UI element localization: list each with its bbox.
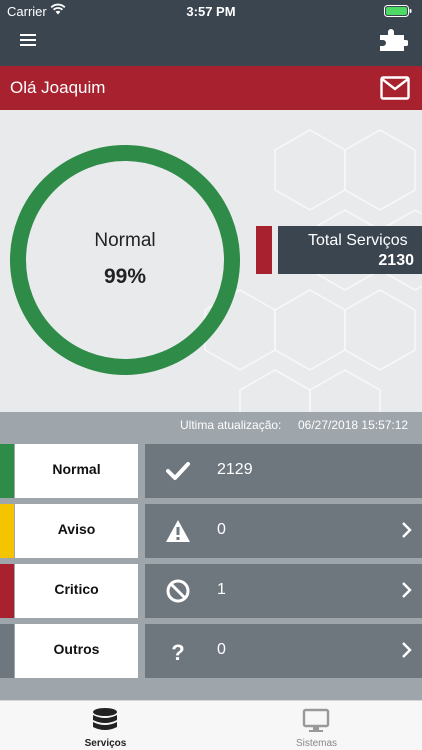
status-data: 0 <box>145 504 422 558</box>
chevron-right-icon <box>402 582 412 598</box>
status-label: Critico <box>54 581 99 597</box>
hamburger-icon[interactable] <box>18 31 38 51</box>
status-count: 0 <box>217 521 226 538</box>
status-label-box: Normal <box>15 444 138 498</box>
total-services-label: Total Serviços <box>308 232 408 249</box>
status-row-normal[interactable]: Normal 2129 <box>0 444 422 498</box>
status-color-bar <box>0 624 14 678</box>
status-data: 2129 <box>145 444 422 498</box>
status-color-bar <box>0 564 14 618</box>
status-color-bar <box>0 504 14 558</box>
svg-text:?: ? <box>171 640 184 663</box>
summary-panel: Normal 99% Total Serviços 2130 <box>0 110 422 412</box>
last-update-label: Ultima atualização: <box>180 418 282 432</box>
status-bar: Carrier 3:57 PM <box>0 0 422 22</box>
status-label: Outros <box>53 641 100 657</box>
status-count: 0 <box>217 641 226 658</box>
tab-bar: Serviços Sistemas <box>0 700 422 750</box>
status-label-box: Critico <box>15 564 138 618</box>
tab-servicos[interactable]: Serviços <box>0 701 211 750</box>
prohibited-icon <box>166 579 190 603</box>
database-icon <box>93 708 117 730</box>
puzzle-icon[interactable] <box>378 29 408 53</box>
chevron-right-icon <box>402 522 412 538</box>
status-label-box: Aviso <box>15 504 138 558</box>
status-donut <box>10 145 240 375</box>
donut-ring <box>10 145 240 375</box>
total-services-box: Total Serviços 2130 <box>278 226 422 274</box>
battery-icon <box>384 5 412 17</box>
status-data: 1 <box>145 564 422 618</box>
status-label: Normal <box>52 461 101 477</box>
status-time: 3:57 PM <box>186 4 236 19</box>
question-icon: ? <box>171 640 184 663</box>
chevron-right-icon <box>402 642 412 658</box>
monitor-icon <box>302 708 330 732</box>
status-color-bar <box>0 444 14 498</box>
status-data: ? 0 <box>145 624 422 678</box>
status-row-aviso[interactable]: Aviso 0 <box>0 504 422 558</box>
warning-icon <box>166 520 190 542</box>
wifi-icon <box>50 3 66 15</box>
greeting-text: Olá Joaquim <box>10 78 106 97</box>
tab-sistemas[interactable]: Sistemas <box>211 701 422 750</box>
checkmark-icon <box>166 462 190 480</box>
donut-percent: 99% <box>103 265 147 288</box>
status-count: 1 <box>217 581 226 598</box>
status-row-critico[interactable]: Critico 1 <box>0 564 422 618</box>
total-services-value: 2130 <box>378 252 414 269</box>
tab-label: Sistemas <box>295 738 338 749</box>
status-label: Aviso <box>57 521 96 537</box>
total-marker <box>256 226 272 274</box>
status-count: 2129 <box>217 461 253 478</box>
donut-status-label: Normal <box>94 230 156 251</box>
status-row-outros[interactable]: Outros ? 0 <box>0 624 422 678</box>
greeting-bar: Olá Joaquim <box>0 66 422 110</box>
tab-label: Serviços <box>84 738 127 749</box>
status-list: Normal 2129 Aviso 0 Criti <box>0 438 422 700</box>
last-update-value: 06/27/2018 15:57:12 <box>298 418 409 432</box>
status-label-box: Outros <box>15 624 138 678</box>
last-update-bar: Ultima atualização: 06/27/2018 15:57:12 <box>0 412 422 438</box>
top-bar: Carrier 3:57 PM <box>0 0 422 66</box>
carrier-label: Carrier <box>7 4 47 19</box>
mail-icon[interactable] <box>380 75 410 101</box>
